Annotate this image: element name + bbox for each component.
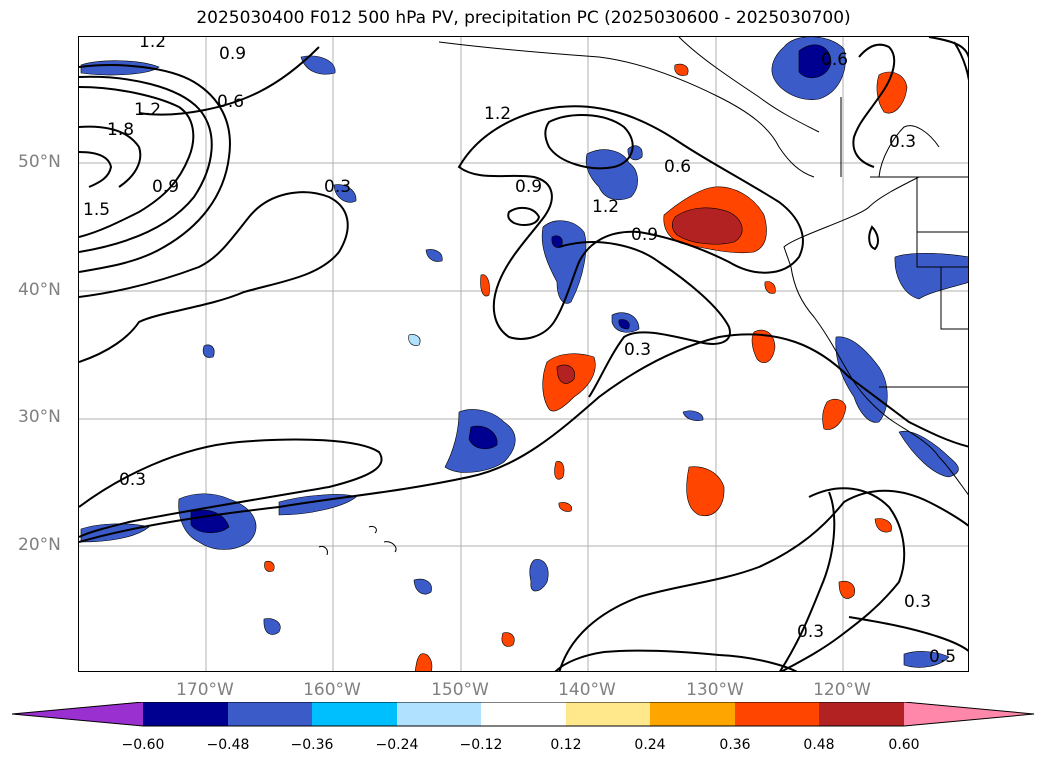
lat-label-20n: 20°N bbox=[18, 535, 61, 555]
pv-contour-label: 1.8 bbox=[107, 120, 134, 140]
colorbar-tick: 0.12 bbox=[550, 737, 582, 753]
colorbar-tick: −0.12 bbox=[459, 737, 503, 753]
colorbar-segment bbox=[312, 702, 397, 726]
lat-label-40n: 40°N bbox=[18, 280, 61, 300]
colorbar-segment bbox=[143, 702, 228, 726]
colorbar-segment bbox=[735, 702, 819, 726]
lat-label-50n: 50°N bbox=[18, 152, 61, 172]
colorbar bbox=[11, 701, 1036, 732]
pv-contour-label: 0.6 bbox=[217, 92, 244, 112]
lon-label-170w: 170°W bbox=[176, 680, 234, 700]
map-canvas: 1.2 0.9 1.2 0.6 1.8 1.5 0.9 1.2 0.9 0.6 … bbox=[79, 37, 968, 671]
colorbar-segment bbox=[481, 702, 566, 726]
pv-contour-label: 1.2 bbox=[134, 100, 161, 120]
pv-contour-label: 1.5 bbox=[83, 200, 110, 220]
coastlines bbox=[318, 37, 968, 556]
colorbar-upper-extension bbox=[904, 702, 1034, 726]
lat-label-30n: 30°N bbox=[18, 407, 61, 427]
pv-contour-label: 0.6 bbox=[821, 50, 848, 70]
pv-contour-label: 0.3 bbox=[119, 470, 146, 490]
colorbar-segment bbox=[228, 702, 312, 726]
lon-label-130w: 130°W bbox=[686, 680, 744, 700]
pv-contour-label: 1.2 bbox=[592, 197, 619, 217]
lon-label-160w: 160°W bbox=[303, 680, 361, 700]
colorbar-segment bbox=[650, 702, 735, 726]
colorbar-tick: 0.60 bbox=[888, 737, 920, 753]
precip-negative-shading bbox=[80, 37, 968, 668]
map-title: 2025030400 F012 500 hPa PV, precipitatio… bbox=[196, 8, 851, 28]
colorbar-tick: 0.36 bbox=[719, 737, 751, 753]
pv-contour-label: 0.5 bbox=[929, 647, 956, 667]
pv-contour-label: 0.3 bbox=[797, 622, 824, 642]
lon-label-140w: 140°W bbox=[558, 680, 616, 700]
colorbar-lower-extension bbox=[12, 702, 143, 726]
pv-contour-label: 0.3 bbox=[624, 340, 651, 360]
colorbar-outline bbox=[11, 701, 1035, 727]
pv-contour-label: 0.9 bbox=[219, 44, 246, 64]
pv-contour-label: 0.3 bbox=[889, 132, 916, 152]
pv-contour-label: 0.6 bbox=[664, 157, 691, 177]
colorbar-tick: −0.24 bbox=[375, 737, 419, 753]
pv-contour-label: 0.9 bbox=[515, 177, 542, 197]
colorbar-tick: 0.24 bbox=[634, 737, 666, 753]
colorbar-tick: 0.48 bbox=[803, 737, 835, 753]
colorbar-tick: −0.36 bbox=[290, 737, 334, 753]
lon-label-150w: 150°W bbox=[431, 680, 489, 700]
pv-contours bbox=[79, 37, 968, 671]
precip-positive-shading bbox=[264, 63, 908, 671]
colorbar-svg bbox=[11, 701, 1035, 727]
pv-contour-label: 0.9 bbox=[631, 225, 658, 245]
pv-contour-label: 1.2 bbox=[484, 104, 511, 124]
pv-contour-labels: 1.2 0.9 1.2 0.6 1.8 1.5 0.9 1.2 0.9 0.6 … bbox=[83, 37, 956, 667]
colorbar-segment bbox=[566, 702, 650, 726]
pv-contour-label: 0.3 bbox=[904, 592, 931, 612]
pv-contour-label: 0.3 bbox=[324, 177, 351, 197]
lon-label-120w: 120°W bbox=[813, 680, 871, 700]
pv-contour-label: 0.9 bbox=[152, 177, 179, 197]
colorbar-tick: −0.60 bbox=[121, 737, 165, 753]
colorbar-segment bbox=[819, 702, 904, 726]
colorbar-tick: −0.48 bbox=[206, 737, 250, 753]
map-panel: 1.2 0.9 1.2 0.6 1.8 1.5 0.9 1.2 0.9 0.6 … bbox=[78, 36, 969, 672]
pv-contour-label: 1.2 bbox=[139, 37, 166, 52]
colorbar-segment bbox=[397, 702, 481, 726]
